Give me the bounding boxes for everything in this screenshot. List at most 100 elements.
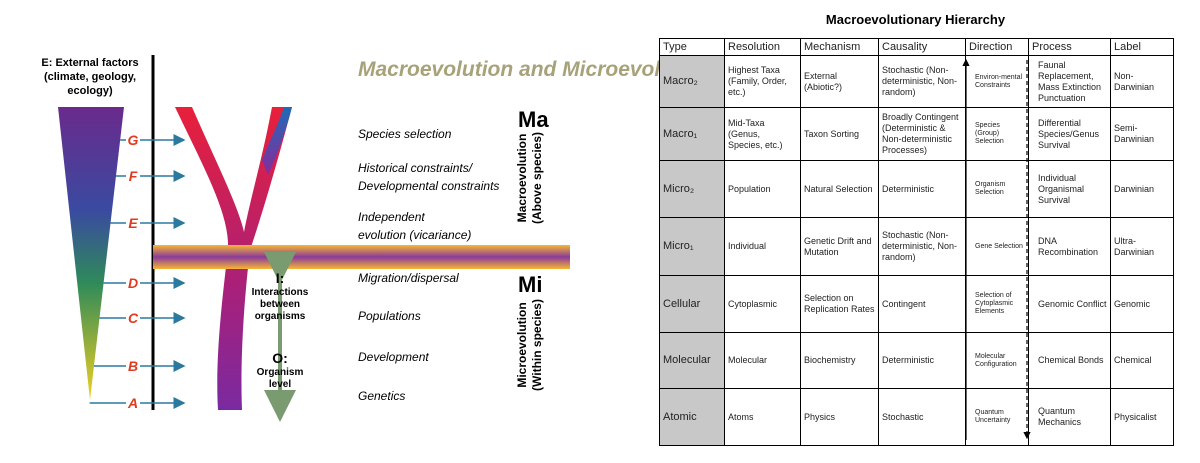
micro-label: Microevolution [515, 302, 529, 387]
micro-abbr: Mi [518, 272, 542, 297]
external-factors: ecology) [67, 85, 113, 97]
level-label: Historical constraints/ [358, 161, 474, 175]
table-cell: External (Abiotic?) [800, 55, 879, 108]
table-cell: Stochastic [878, 388, 966, 446]
table-cell: Cellular [659, 275, 725, 333]
species-band [153, 245, 570, 269]
table-cell: Deterministic [878, 332, 966, 389]
table-cell: Quantum Uncertainty [965, 388, 1029, 446]
table-row: Macro₁ Mid-Taxa (Genus, Species, etc.) Tax… [659, 107, 1174, 161]
table-cell: Genetic Drift and Mutation [800, 217, 879, 276]
table-cell: Macro₂ [659, 55, 725, 108]
table-cell: Mid-Taxa (Genus, Species, etc.) [724, 107, 801, 161]
level-letter: D [128, 275, 138, 291]
letter-bg [126, 132, 140, 148]
header-cell: Type [659, 38, 725, 56]
header-cell: Mechanism [800, 38, 879, 56]
level-label: evolution (vicariance) [358, 228, 471, 242]
table-cell: Population [724, 160, 801, 218]
table-row: Micro₁ Individual Genetic Drift and Mutati… [659, 217, 1174, 276]
table-cell: Deterministic [878, 160, 966, 218]
table-cell: Molecular [724, 332, 801, 389]
table-cell: Environ-mental Constraints [965, 55, 1029, 108]
table-title: Macroevolutionary Hierarchy [825, 12, 1006, 27]
letter-bg [126, 310, 140, 326]
table-cell: Biochemistry [800, 332, 879, 389]
table-cell: Natural Selection [800, 160, 879, 218]
table-cell: Organism Selection [965, 160, 1029, 218]
interactions-label: Interactions [252, 287, 309, 298]
level-label: Populations [358, 309, 421, 323]
external-factors: (climate, geology, [44, 71, 136, 83]
letter-bg [126, 358, 140, 374]
letter-bg [126, 395, 140, 411]
macro-label: Macroevolution [515, 134, 529, 223]
table-cell: Taxon Sorting [800, 107, 879, 161]
table-cell: Ultra-Darwinian [1110, 217, 1174, 276]
macro-abbr: Ma [518, 107, 549, 132]
table-row: Macro₂ Highest Taxa (Family, Order, etc.)… [659, 55, 1174, 108]
letter-bg [126, 215, 140, 231]
table-cell: Quantum Mechanics [1028, 388, 1111, 446]
hierarchy-table: Type Resolution Mechanism Causality Directio… [659, 38, 1174, 446]
table-cell: Molecular Configuration [965, 332, 1029, 389]
table-cell: Atomic [659, 388, 725, 446]
table-cell: DNA Recombination [1028, 217, 1111, 276]
table-cell: Individual [724, 217, 801, 276]
interactions-label: organisms [255, 311, 306, 322]
table-cell: Faunal Replacement, Mass Extinction Punc… [1028, 55, 1111, 108]
header-row: Type Resolution Mechanism Causality Directio… [659, 38, 1174, 56]
header-cell: Resolution [724, 38, 801, 56]
table-cell: Highest Taxa (Family, Order, etc.) [724, 55, 801, 108]
level-letter: C [128, 310, 139, 326]
letter-bg [126, 168, 140, 184]
interactions-label: I: [276, 270, 285, 286]
table-cell: Individual Organismal Survival [1028, 160, 1111, 218]
header-cell: Process [1028, 38, 1111, 56]
header-cell: Causality [878, 38, 966, 56]
table-cell: Differential Species/Genus Survival [1028, 107, 1111, 161]
level-letter: B [128, 358, 138, 374]
header-cell: Direction [965, 38, 1029, 56]
table-row: Micro₂ Population Natural Selection Determi… [659, 160, 1174, 218]
table-cell: Species (Group) Selection [965, 107, 1029, 161]
table-cell: Stochastic (Non-deterministic, Non-rando… [878, 55, 966, 108]
level-letter: A [127, 395, 138, 411]
table-cell: Selection of Cytoplasmic Elements [965, 275, 1029, 333]
interactions-label: between [260, 299, 300, 310]
macro-label: (Above species) [530, 132, 544, 224]
table-cell: Molecular [659, 332, 725, 389]
diagram-title: Macroevolution and Microevolution [358, 58, 712, 81]
table-cell: Semi-Darwinian [1110, 107, 1174, 161]
gradient-triangle [58, 107, 124, 400]
table-cell: Physics [800, 388, 879, 446]
table-row: Atomic Atoms Physics Stochastic Quantum Unce… [659, 388, 1174, 446]
organism-label: O: [272, 350, 288, 366]
organism-label: Organism [257, 367, 304, 378]
table-cell: Chemical [1110, 332, 1174, 389]
micro-label: (Within species) [530, 299, 544, 391]
table-cell: Physicalist [1110, 388, 1174, 446]
table-cell: Genomic Conflict [1028, 275, 1111, 333]
organism-label: level [269, 379, 291, 390]
external-factors: E: External factors [41, 57, 138, 69]
table-row: Cellular Cytoplasmic Selection on Replicat… [659, 275, 1174, 333]
level-letter: F [129, 168, 138, 184]
table-cell: Macro₁ [659, 107, 725, 161]
level-letter: G [128, 132, 139, 148]
table-cell: Selection on Replication Rates [800, 275, 879, 333]
level-label: Species selection [358, 127, 452, 141]
table-cell: Chemical Bonds [1028, 332, 1111, 389]
table-cell: Broadly Contingent (Deterministic & Non-… [878, 107, 966, 161]
table-cell: Stochastic (Non-deterministic, Non-rando… [878, 217, 966, 276]
level-label: Independent [358, 210, 425, 224]
table-row: Molecular Molecular Biochemistry Determinis… [659, 332, 1174, 389]
table-cell: Genomic [1110, 275, 1174, 333]
level-letter: E [128, 215, 138, 231]
tree-branch [262, 107, 292, 175]
table-cell: Darwinian [1110, 160, 1174, 218]
table-cell: Non-Darwinian [1110, 55, 1174, 108]
header-cell: Label [1110, 38, 1174, 56]
